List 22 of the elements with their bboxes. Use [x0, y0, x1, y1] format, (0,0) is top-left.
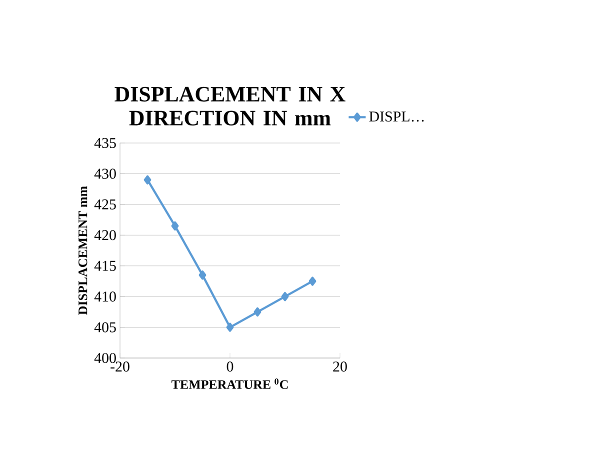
y-tick-label: 405: [94, 322, 116, 332]
x-axis-title: TEMPERATURE $^{0}$C: [172, 378, 288, 389]
point: [171, 221, 179, 231]
point: [308, 276, 316, 286]
y-tick-label: 435: [94, 138, 116, 148]
legend-label: DISPL…: [369, 112, 424, 122]
y-tick-label: 400: [94, 352, 116, 364]
chart-title: DISPLACEMENT IN X DIRECTION IN mm: [114, 86, 346, 126]
y-tick-label: 430: [94, 168, 116, 179]
x-tick-label: -20: [110, 362, 130, 372]
y-tick-label: 415: [94, 260, 116, 271]
y-tick-label: 410: [94, 292, 116, 302]
point: [281, 292, 289, 302]
y-axis-title: DISPLACEMENT mm: [78, 186, 88, 315]
x-tick-label: 20: [333, 362, 347, 372]
x-tick-label: 0: [226, 362, 234, 372]
y-tick-label: 420: [94, 230, 116, 240]
point: [198, 270, 206, 280]
point: [144, 175, 152, 184]
point: [226, 322, 234, 332]
point: [254, 307, 262, 317]
y-tick-label: 425: [94, 199, 116, 210]
